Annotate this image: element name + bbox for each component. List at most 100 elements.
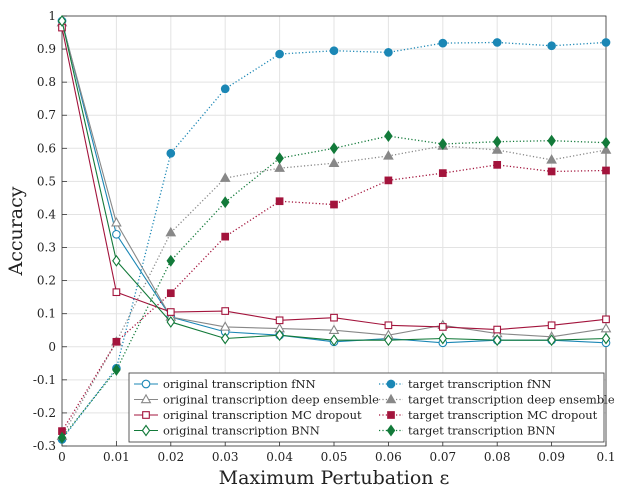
data-point <box>165 226 177 237</box>
data-point <box>275 197 284 206</box>
y-tick-label: 0.2 <box>37 274 56 288</box>
legend-label: original transcription MC dropout <box>163 408 362 422</box>
series-7 <box>57 130 611 444</box>
y-tick-label: -0.1 <box>33 373 56 387</box>
legend-marker <box>386 379 396 389</box>
data-point <box>601 38 611 47</box>
data-point <box>492 135 502 148</box>
data-point <box>166 308 175 316</box>
x-tick-label: 0 <box>58 450 66 464</box>
legend-entry: original transcription MC dropout <box>134 408 362 422</box>
data-point <box>547 41 556 51</box>
series-5 <box>56 140 612 440</box>
legend-box <box>128 372 605 443</box>
data-point <box>547 134 556 147</box>
data-point <box>329 334 339 347</box>
series-3 <box>57 15 611 347</box>
x-tick-label: 0.03 <box>212 450 239 464</box>
data-point <box>384 48 393 57</box>
y-tick-label: 1 <box>48 9 56 23</box>
data-point <box>491 144 503 154</box>
data-point <box>221 232 230 241</box>
data-point <box>274 162 285 172</box>
legend-entry: original transcription BNN <box>134 424 320 438</box>
x-tick-label: 0.1 <box>596 450 615 464</box>
data-point <box>384 334 393 347</box>
data-point <box>112 229 121 239</box>
series-line <box>61 164 607 432</box>
y-tick-label: 0.1 <box>37 307 56 321</box>
x-tick-label: 0.09 <box>538 450 565 464</box>
legend-entry: original transcription fNN <box>134 377 316 391</box>
y-tick-label: 0.8 <box>37 75 56 89</box>
data-point <box>438 138 448 150</box>
data-point <box>438 38 448 48</box>
data-point <box>329 142 339 155</box>
data-point <box>57 431 67 444</box>
y-tick-label: 0.7 <box>37 108 56 122</box>
data-point <box>492 38 502 47</box>
data-point <box>219 172 231 182</box>
data-point <box>547 334 556 347</box>
legend-marker <box>140 393 152 404</box>
data-point <box>166 254 176 267</box>
y-tick-label: 0.9 <box>37 42 56 56</box>
legend-marker <box>141 424 151 437</box>
data-point <box>220 84 230 94</box>
data-point <box>275 49 284 59</box>
data-point <box>166 148 176 158</box>
data-point <box>112 337 121 346</box>
x-axis-ticks: 0 0.01 0.02 0.03 0.04 0.05 0.06 0.07 0.08 0.09 0.1 <box>58 441 616 464</box>
series-lines <box>56 15 612 444</box>
data-point <box>384 130 393 143</box>
data-point <box>384 176 393 185</box>
x-tick-label: 0.05 <box>321 450 348 464</box>
x-tick-label: 0.08 <box>484 450 511 464</box>
x-axis-label: Maximum Pertubation ε <box>219 467 450 489</box>
data-point <box>330 200 338 209</box>
series-2 <box>58 23 610 334</box>
data-point <box>493 160 502 169</box>
data-point <box>384 321 393 330</box>
data-point <box>275 316 284 325</box>
legend-label: target transcription MC dropout <box>408 408 598 422</box>
legend-marker <box>387 411 395 419</box>
data-point <box>219 321 231 331</box>
y-tick-label: 0.3 <box>37 241 56 255</box>
data-point <box>547 321 556 330</box>
series-6 <box>58 160 610 435</box>
data-point <box>220 196 230 209</box>
data-point <box>220 332 230 345</box>
y-tick-label: -0.3 <box>33 439 56 453</box>
y-axis-label: Accuracy <box>5 186 27 276</box>
y-tick-label: 0.4 <box>37 207 56 221</box>
data-point <box>493 325 502 334</box>
data-point <box>546 154 557 164</box>
x-tick-label: 0.07 <box>429 450 456 464</box>
legend-entry: target transcription deep ensemble <box>379 393 615 407</box>
data-point <box>221 307 230 315</box>
data-point <box>601 332 611 345</box>
data-point <box>438 323 447 331</box>
y-tick-label: 0.6 <box>37 141 56 155</box>
y-tick-label: 0.5 <box>37 174 56 188</box>
data-point <box>275 152 284 165</box>
data-point <box>602 166 610 175</box>
legend-entry: target transcription fNN <box>379 377 551 391</box>
data-point <box>383 150 394 160</box>
data-point <box>112 363 121 376</box>
legend-marker <box>385 393 397 404</box>
legend-marker <box>141 379 151 389</box>
data-point <box>601 136 611 149</box>
data-point <box>600 322 612 333</box>
y-tick-label: -0.2 <box>33 406 56 420</box>
legend-label: target transcription fNN <box>408 377 551 391</box>
data-point <box>57 15 67 27</box>
legend-label: original transcription deep ensemble <box>163 393 379 407</box>
y-axis-ticks: -0.3 -0.2 -0.1 0 0.1 0.2 0.3 0.4 0.5 0.6 0.7 0.8 0.9… <box>33 9 67 453</box>
data-point <box>275 329 284 342</box>
data-point <box>329 46 339 56</box>
legend-marker <box>386 424 396 437</box>
legend-label: target transcription deep ensemble <box>408 393 615 407</box>
legend-entry: original transcription deep ensemble <box>134 393 379 407</box>
